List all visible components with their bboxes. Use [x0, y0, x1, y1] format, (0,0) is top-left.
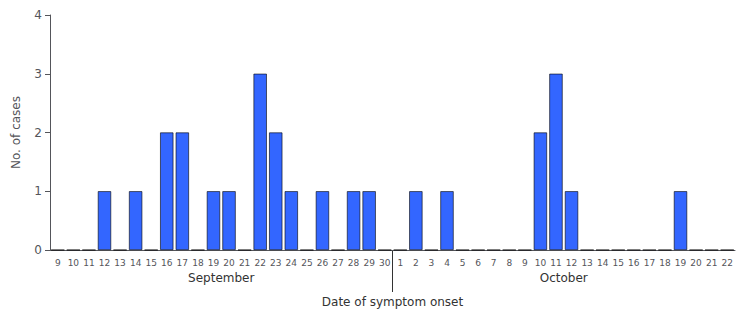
svg-text:12: 12: [99, 258, 110, 268]
svg-text:6: 6: [475, 258, 481, 268]
svg-text:24: 24: [286, 258, 298, 268]
svg-text:17: 17: [177, 258, 188, 268]
svg-text:October: October: [540, 271, 588, 285]
svg-text:22: 22: [254, 258, 265, 268]
svg-text:19: 19: [675, 258, 687, 268]
svg-text:25: 25: [301, 258, 312, 268]
svg-text:20: 20: [223, 258, 235, 268]
svg-text:13: 13: [114, 258, 125, 268]
svg-text:20: 20: [690, 258, 702, 268]
svg-text:No. of cases: No. of cases: [9, 96, 23, 169]
svg-text:3: 3: [429, 258, 435, 268]
svg-text:21: 21: [239, 258, 250, 268]
svg-text:0: 0: [34, 243, 42, 257]
svg-text:4: 4: [34, 8, 42, 22]
svg-text:28: 28: [348, 258, 360, 268]
svg-text:22: 22: [721, 258, 732, 268]
svg-text:23: 23: [270, 258, 281, 268]
svg-text:4: 4: [444, 258, 450, 268]
svg-text:2: 2: [34, 126, 42, 140]
svg-text:15: 15: [145, 258, 156, 268]
svg-text:5: 5: [460, 258, 466, 268]
svg-text:19: 19: [208, 258, 220, 268]
svg-text:11: 11: [550, 258, 561, 268]
svg-text:16: 16: [161, 258, 173, 268]
svg-text:15: 15: [613, 258, 624, 268]
svg-text:17: 17: [644, 258, 655, 268]
svg-text:10: 10: [68, 258, 80, 268]
svg-text:30: 30: [379, 258, 391, 268]
svg-text:9: 9: [55, 258, 61, 268]
svg-text:18: 18: [659, 258, 671, 268]
svg-text:11: 11: [83, 258, 94, 268]
svg-text:14: 14: [597, 258, 609, 268]
svg-text:18: 18: [192, 258, 204, 268]
svg-text:10: 10: [535, 258, 547, 268]
svg-text:16: 16: [628, 258, 640, 268]
svg-text:September: September: [188, 271, 254, 285]
svg-text:8: 8: [506, 258, 512, 268]
svg-text:2: 2: [413, 258, 419, 268]
svg-text:1: 1: [34, 184, 42, 198]
svg-text:1: 1: [397, 258, 403, 268]
svg-text:12: 12: [566, 258, 577, 268]
svg-text:13: 13: [581, 258, 592, 268]
svg-text:7: 7: [491, 258, 497, 268]
svg-text:3: 3: [34, 67, 42, 81]
svg-text:29: 29: [363, 258, 375, 268]
svg-text:14: 14: [130, 258, 142, 268]
svg-text:21: 21: [706, 258, 717, 268]
svg-text:9: 9: [522, 258, 528, 268]
svg-text:27: 27: [332, 258, 343, 268]
svg-text:Date of symptom onset: Date of symptom onset: [322, 295, 464, 309]
svg-text:26: 26: [317, 258, 329, 268]
